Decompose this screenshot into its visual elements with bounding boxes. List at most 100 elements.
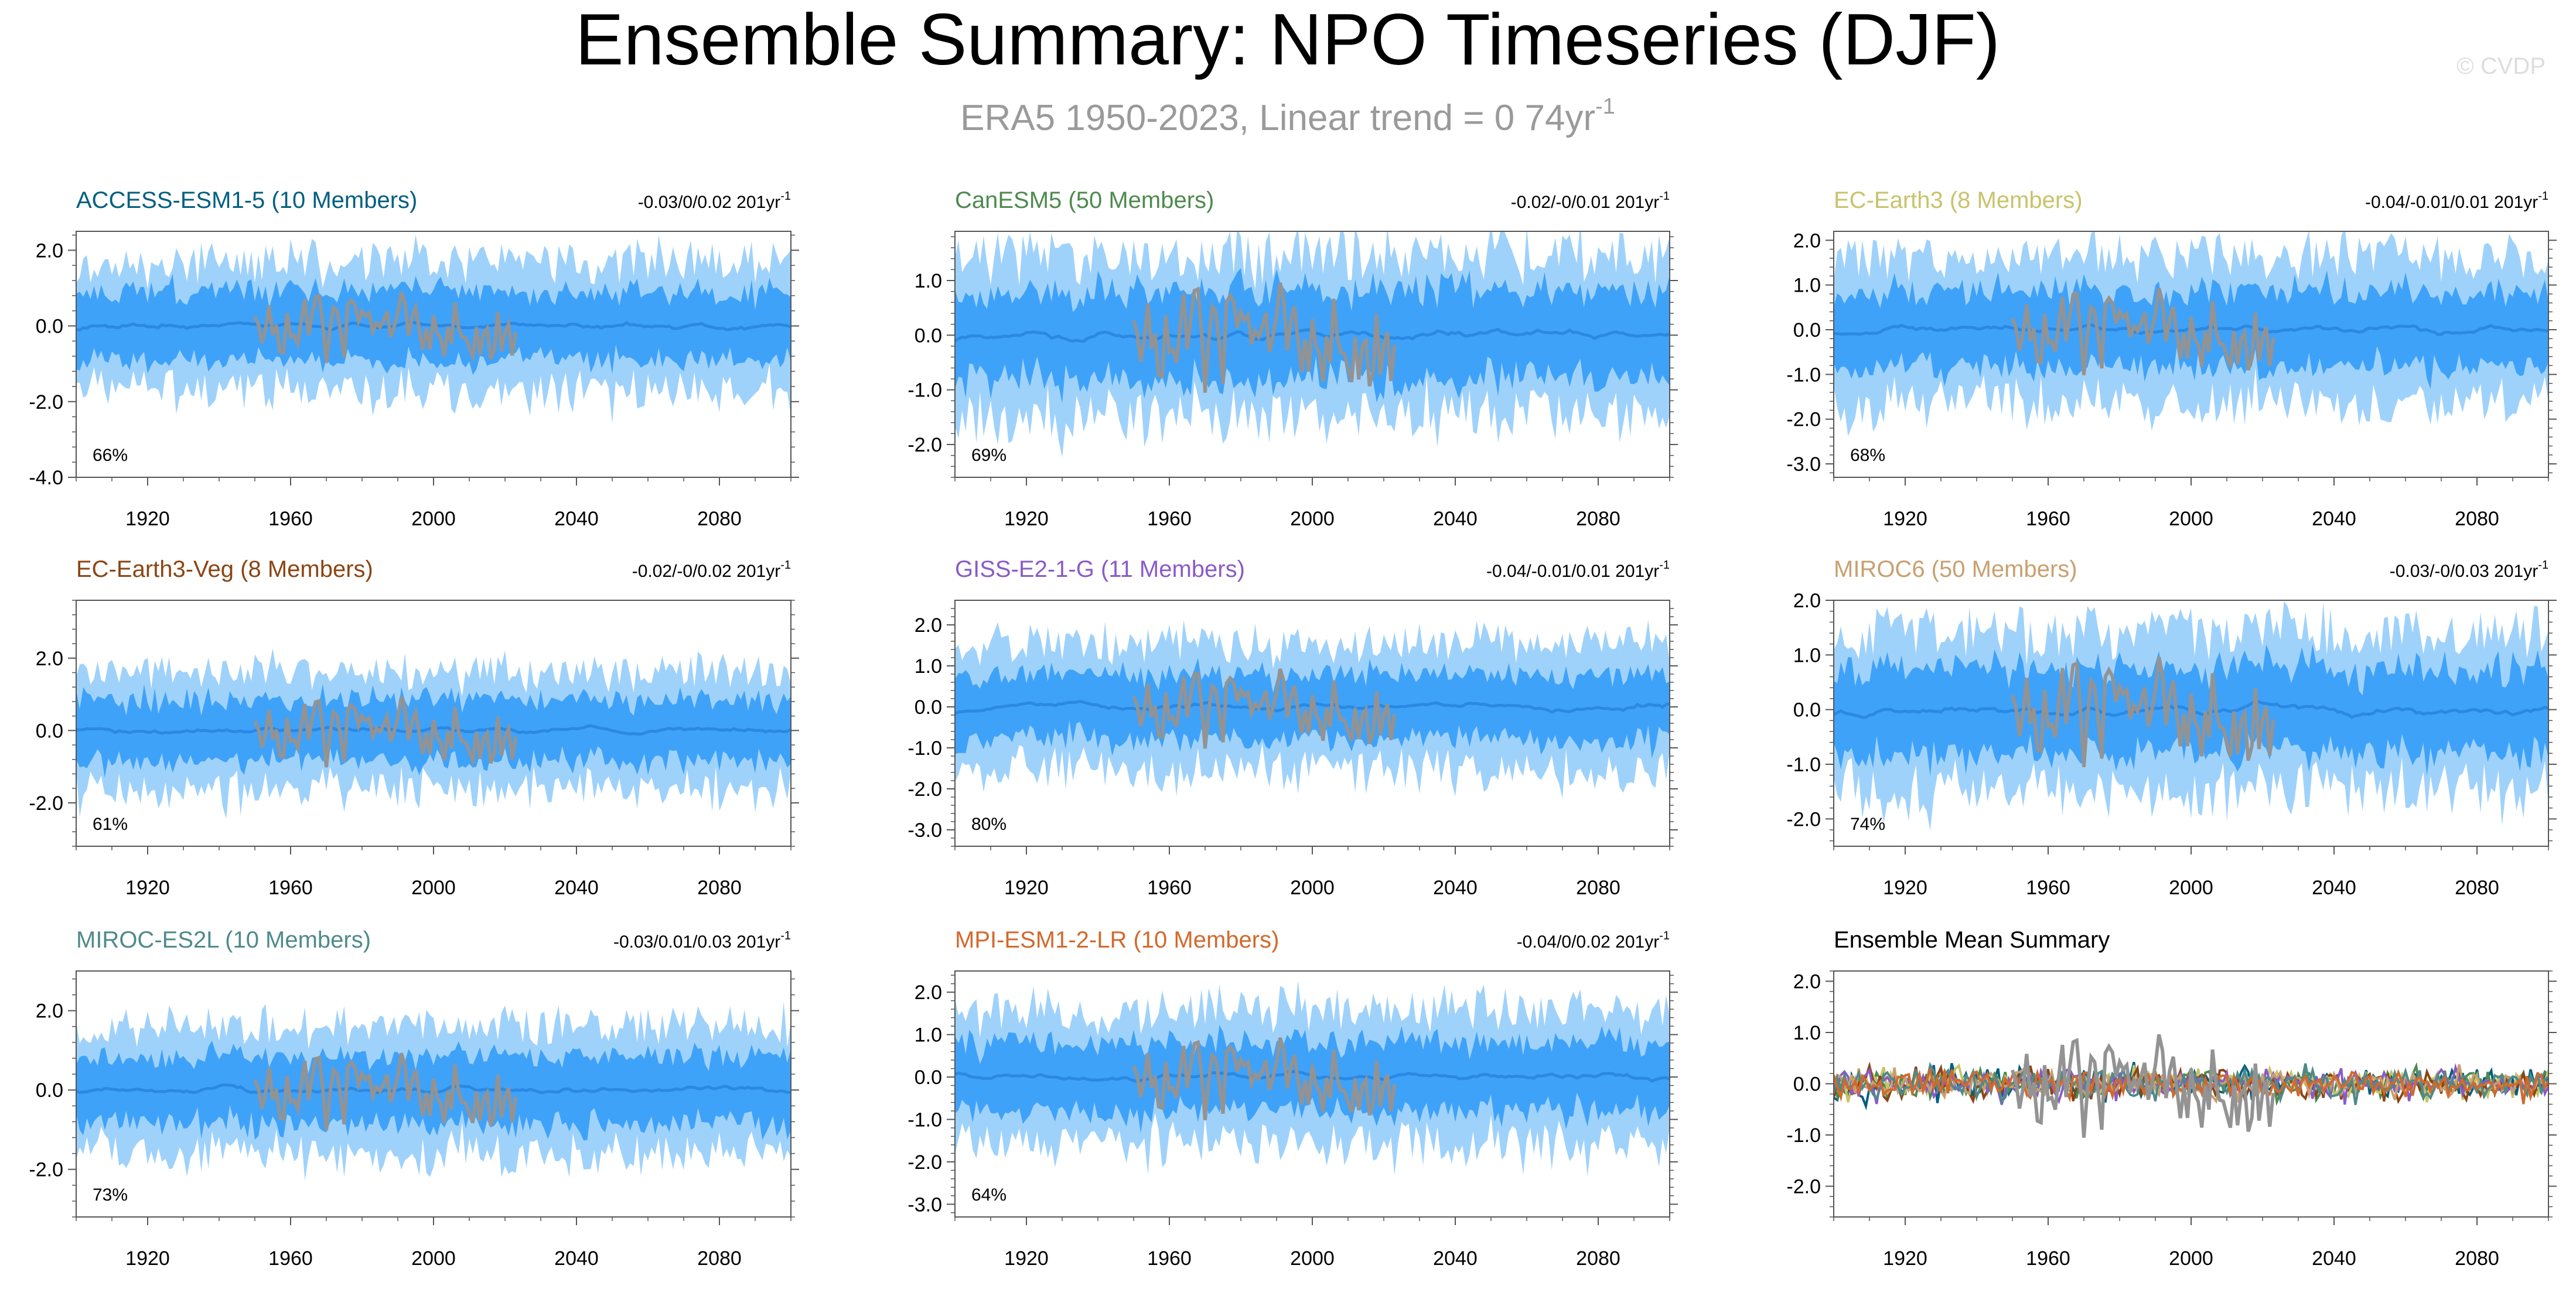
x-tick-label: 2040 bbox=[1433, 877, 1478, 899]
y-tick-label: 1.0 bbox=[1793, 644, 1821, 666]
trend-text: -0.03/0.01/0.03 201yr bbox=[613, 932, 780, 952]
plot-area bbox=[955, 231, 1670, 458]
plot-area bbox=[1834, 231, 2548, 436]
panel-title: MPI-ESM1-2-LR (10 Members) bbox=[955, 927, 1279, 953]
x-tick-label: 2000 bbox=[1290, 1247, 1335, 1270]
panel-title: GISS-E2-1-G (11 Members) bbox=[955, 556, 1245, 582]
panel-title: EC-Earth3 (8 Members) bbox=[1834, 187, 2083, 213]
trend-sup: -1 bbox=[1659, 190, 1670, 203]
x-tick-label: 2080 bbox=[697, 508, 742, 530]
x-tick-label: 2080 bbox=[1576, 877, 1620, 899]
y-tick-label: 1.0 bbox=[1793, 275, 1821, 297]
x-tick-label: 1920 bbox=[1883, 877, 1927, 899]
trend-text: -0.03/-0/0.03 201yr bbox=[2390, 562, 2539, 581]
x-tick-label: 1920 bbox=[1883, 1247, 1927, 1270]
pct-label: 61% bbox=[93, 815, 128, 834]
plot-area bbox=[955, 980, 1670, 1177]
plot-area bbox=[1834, 1034, 2548, 1138]
y-tick-label: 2.0 bbox=[36, 240, 63, 262]
plot-area bbox=[76, 1001, 791, 1181]
obs-line bbox=[253, 696, 518, 768]
trend-label: -0.02/-0/0.02 201yr-1 bbox=[632, 559, 791, 581]
panel-title: MIROC-ES2L (10 Members) bbox=[76, 927, 371, 953]
pct-label: 69% bbox=[971, 446, 1006, 465]
y-tick-label: 0.0 bbox=[36, 316, 63, 338]
y-tick-label: 2.0 bbox=[36, 1000, 63, 1023]
trend-label: -0.04/-0.01/0.01 201yr-1 bbox=[2365, 190, 2548, 212]
y-tick-label: 1.0 bbox=[915, 270, 942, 292]
panel-9: 2.0 1.0 0.0 -1.0 -2.0 1920 1960 2000 2040 2080 Ens… bbox=[1786, 927, 2557, 1270]
obs-line bbox=[1132, 282, 1397, 393]
x-tick-label: 1960 bbox=[2026, 877, 2070, 899]
y-tick-label: -4.0 bbox=[29, 467, 63, 489]
y-tick-label: -2.0 bbox=[1786, 1176, 1821, 1198]
trend-label: -0.03/0.01/0.03 201yr-1 bbox=[613, 929, 791, 952]
panel-title: Ensemble Mean Summary bbox=[1834, 927, 2110, 953]
x-tick-label: 2000 bbox=[411, 877, 456, 899]
x-tick-label: 1920 bbox=[125, 508, 170, 530]
y-tick-label: 1.0 bbox=[915, 1024, 942, 1047]
panel-title: ACCESS-ESM1-5 (10 Members) bbox=[76, 187, 417, 213]
panel-grid: 2.0 0.0 -2.0 -4.0 1920 1960 2000 2040 2080 ACCESS… bbox=[29, 187, 2557, 1270]
y-tick-label: 1.0 bbox=[915, 655, 942, 678]
panel-7: 2.0 0.0 -2.0 1920 1960 2000 2040 2080 MIROC-ES2L… bbox=[29, 927, 799, 1270]
x-tick-label: 1920 bbox=[1004, 1247, 1049, 1270]
plot-area bbox=[76, 234, 791, 423]
y-tick-label: -2.0 bbox=[29, 1159, 63, 1181]
x-tick-label: 2040 bbox=[2312, 508, 2356, 530]
obs-line bbox=[2011, 657, 2275, 768]
x-tick-label: 1920 bbox=[125, 1247, 170, 1270]
x-tick-label: 2040 bbox=[2312, 1247, 2356, 1270]
y-tick-label: 0.0 bbox=[36, 720, 63, 742]
panel-title: MIROC6 (50 Members) bbox=[1834, 556, 2077, 582]
x-tick-label: 2040 bbox=[1433, 1247, 1478, 1270]
y-tick-label: -1.0 bbox=[907, 379, 942, 402]
y-tick-label: -1.0 bbox=[907, 1109, 942, 1131]
x-tick-label: 2000 bbox=[1290, 877, 1335, 899]
pct-label: 66% bbox=[93, 446, 128, 465]
x-tick-label: 2080 bbox=[2455, 877, 2499, 899]
x-tick-label: 1960 bbox=[268, 508, 313, 530]
x-tick-label: 2000 bbox=[2169, 877, 2213, 899]
obs-line bbox=[1132, 1037, 1397, 1120]
pct-label: 74% bbox=[1850, 815, 1885, 834]
x-tick-label: 2040 bbox=[554, 1247, 599, 1270]
y-tick-label: 2.0 bbox=[1793, 230, 1821, 252]
x-tick-label: 2080 bbox=[2455, 508, 2499, 530]
trend-text: -0.03/0/0.02 201yr bbox=[638, 193, 781, 212]
x-tick-label: 1960 bbox=[268, 877, 313, 899]
x-tick-label: 2000 bbox=[2169, 508, 2213, 530]
panel-5: 2.0 1.0 0.0 -1.0 -2.0 -3.0 1920 1960 2000 2040 208… bbox=[907, 556, 1678, 899]
panel-2: 1.0 0.0 -1.0 -2.0 1920 1960 2000 2040 2080 CanESM… bbox=[907, 187, 1678, 530]
x-tick-label: 2040 bbox=[2312, 877, 2356, 899]
y-tick-label: 1.0 bbox=[1793, 1022, 1821, 1044]
x-tick-label: 1960 bbox=[2026, 1247, 2070, 1270]
figure-subtitle-sup: -1 bbox=[1595, 94, 1615, 119]
y-tick-label: 0.0 bbox=[1793, 699, 1821, 722]
y-tick-label: 0.0 bbox=[915, 1066, 942, 1089]
y-tick-label: -2.0 bbox=[907, 1151, 942, 1174]
y-tick-label: -1.0 bbox=[1786, 754, 1821, 776]
y-tick-label: -3.0 bbox=[907, 819, 942, 842]
x-tick-label: 2080 bbox=[697, 1247, 742, 1270]
figure-subtitle: ERA5 1950-2023, Linear trend = 0 74yr-1 bbox=[960, 94, 1615, 138]
x-tick-label: 1960 bbox=[2026, 508, 2070, 530]
trend-label: -0.03/-0/0.03 201yr-1 bbox=[2390, 559, 2548, 581]
pct-label: 80% bbox=[971, 815, 1006, 834]
trend-sup: -1 bbox=[2538, 559, 2548, 572]
y-tick-label: 0.0 bbox=[1793, 1073, 1821, 1096]
trend-text: -0.04/-0.01/0.01 201yr bbox=[2365, 193, 2538, 212]
y-tick-label: -3.0 bbox=[1786, 453, 1821, 476]
trend-sup: -1 bbox=[780, 559, 791, 572]
panel-title: CanESM5 (50 Members) bbox=[955, 187, 1214, 213]
panel-8: 2.0 1.0 0.0 -1.0 -2.0 -3.0 1920 1960 2000 2040 208… bbox=[907, 927, 1678, 1270]
y-tick-label: -2.0 bbox=[907, 434, 942, 456]
x-tick-label: 1960 bbox=[268, 1247, 313, 1270]
obs-line bbox=[1132, 668, 1397, 749]
x-tick-label: 2080 bbox=[1576, 508, 1620, 530]
x-tick-label: 1920 bbox=[1883, 508, 1927, 530]
y-tick-label: -1.0 bbox=[1786, 364, 1821, 386]
x-tick-label: 2040 bbox=[1433, 508, 1478, 530]
x-tick-label: 2000 bbox=[1290, 508, 1335, 530]
y-tick-label: 0.0 bbox=[36, 1079, 63, 1102]
